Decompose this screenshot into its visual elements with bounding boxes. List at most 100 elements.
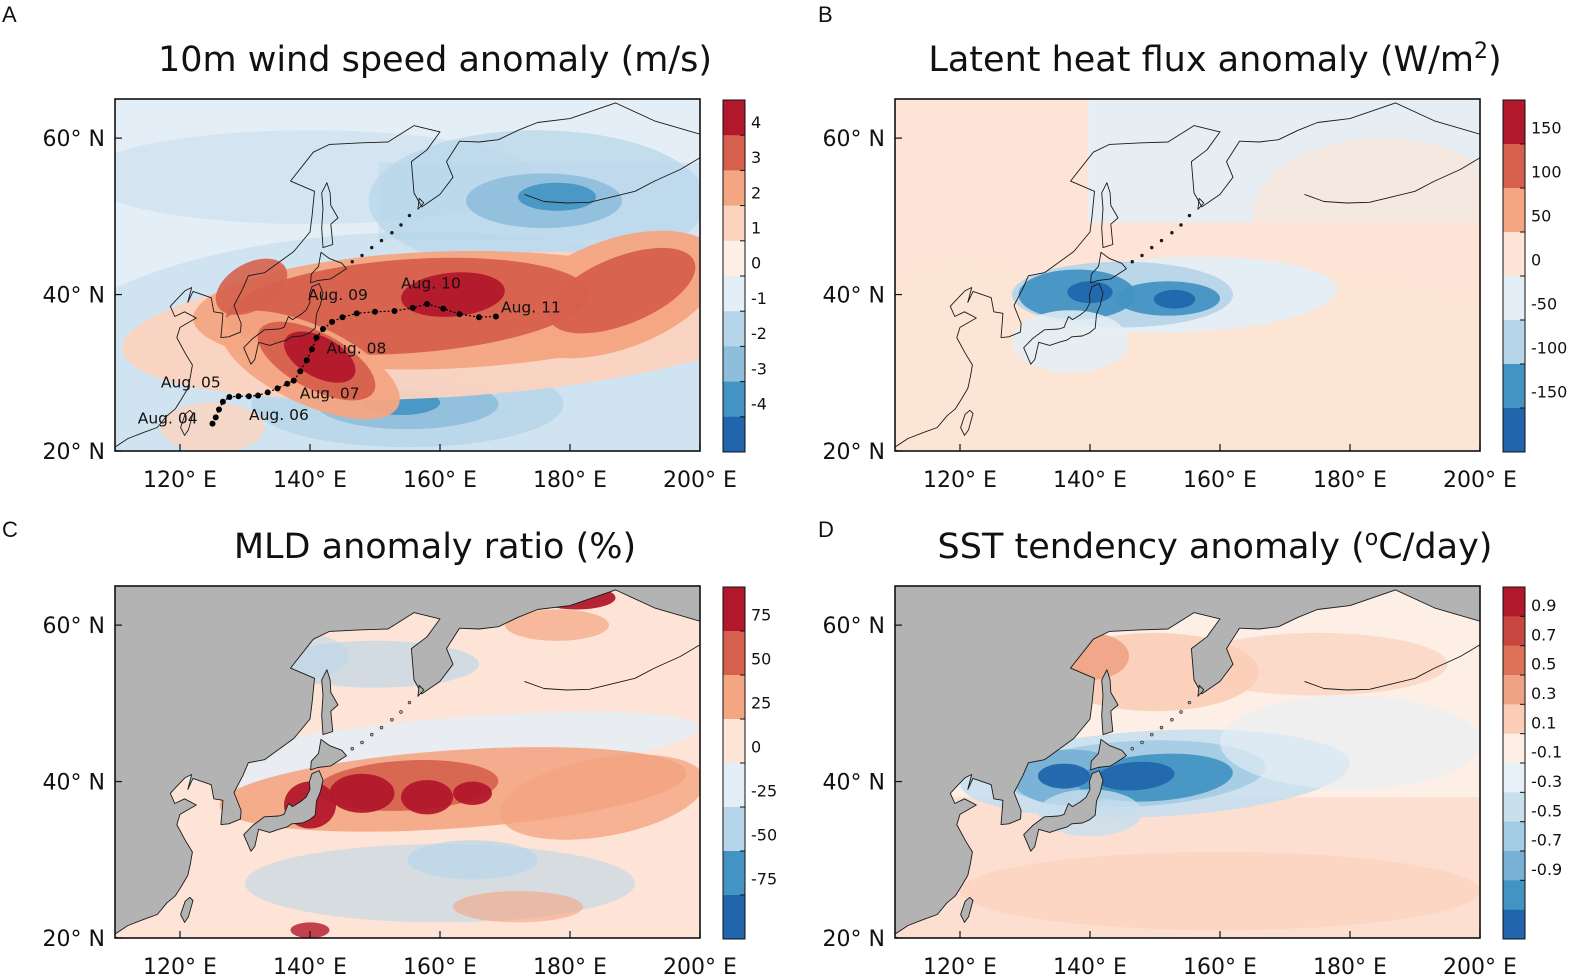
field-contour: [1187, 632, 1448, 696]
coastline-taiwan: [960, 896, 974, 923]
map-area: [115, 99, 700, 451]
coastline-kuril-island: [370, 245, 374, 250]
colorbar: 75 50 25 0 -25 -50 -75: [722, 586, 777, 940]
colorbar-tick-label: -1: [751, 289, 767, 308]
colorbar-tick-label: 100: [1531, 163, 1562, 182]
x-tick-label: 140° E: [1053, 955, 1127, 979]
colorbar-segment: [1503, 792, 1525, 823]
typhoon-track-point: [264, 389, 271, 396]
x-tick-label: 120° E: [923, 955, 997, 979]
panel-b: B Latent heat flux anomaly (W/m2) 120° E 14…: [818, 2, 1567, 493]
x-tick-label: 140° E: [273, 468, 347, 493]
coastline-sakhalin: [321, 182, 339, 249]
coastline-asia: [895, 99, 1480, 451]
y-tick-label: 20° N: [823, 440, 885, 465]
x-tick-label: 180° E: [533, 955, 607, 979]
typhoon-track-point: [476, 314, 482, 321]
map-area: [895, 99, 1480, 451]
colorbar-segment: [1503, 408, 1525, 453]
colorbar-segment: [1503, 276, 1525, 321]
x-tick-label: 200° E: [663, 468, 737, 493]
title-main: MLD anomaly ratio (%): [234, 527, 636, 567]
coastline-asia: [895, 586, 1480, 938]
typhoon-date-label: Aug. 06: [249, 406, 309, 424]
coastline-kuril-island: [1140, 740, 1144, 745]
coastline-hainan: [115, 449, 119, 451]
map-area: [115, 586, 700, 938]
map-frame: [114, 585, 701, 939]
colorbar-tick-label: -0.5: [1531, 801, 1562, 820]
field-contour: [407, 840, 538, 880]
coastline-asia: [115, 586, 700, 938]
coastline-hokkaido: [310, 738, 347, 771]
typhoon-track-point: [329, 318, 336, 325]
colorbar-segment: [1503, 909, 1525, 940]
y-tick-label: 40° N: [823, 771, 885, 796]
panel-letter: D: [818, 517, 834, 542]
typhoon-track-point: [456, 311, 463, 318]
typhoon-track-point: [372, 308, 378, 315]
y-tick-label: 40° N: [43, 771, 105, 796]
colorbar-segment: [723, 895, 745, 940]
typhoon-date-label: Aug. 04: [138, 409, 198, 427]
panel-a: A 10m wind speed anomaly (m/s) Aug. 04 Aug.…: [2, 2, 767, 493]
colorbar-segment: [1503, 821, 1525, 852]
colorbar-tick-label: 150: [1531, 119, 1562, 138]
typhoon-track-point: [313, 334, 320, 341]
typhoon-track-point: [297, 368, 304, 375]
field-contour: [1038, 763, 1090, 789]
typhoon-track-point: [320, 325, 326, 332]
colorbar-segment: [1503, 364, 1525, 409]
colorbar-segment: [1503, 675, 1525, 705]
field-contour: [960, 851, 1480, 931]
typhoon-date-label: Aug. 08: [327, 340, 387, 358]
panel-letter: A: [2, 2, 17, 27]
x-tick-label: 180° E: [1313, 468, 1387, 493]
colorbar-tick-label: 0: [1531, 251, 1541, 270]
panel-d: D SST tendency anomaly (oC/day) 120° E 140°…: [818, 517, 1562, 979]
coastline-aleutians: [1304, 157, 1480, 204]
coastline-taiwan: [180, 409, 194, 436]
colorbar-tick-label: 0: [751, 738, 761, 757]
colorbar-tick-label: 50: [751, 650, 771, 669]
coastline-kuril-island: [1159, 725, 1164, 730]
typhoon-track-point: [235, 393, 242, 400]
field-contour: [160, 402, 265, 451]
coastline-kuril-island: [1170, 718, 1174, 722]
colorbar-tick-label: 0.5: [1531, 655, 1556, 674]
colorbar-segment: [1503, 144, 1525, 189]
coastline-kuril-island: [379, 725, 384, 730]
typhoon-track-point: [353, 310, 360, 317]
title-superscript: o: [1365, 526, 1378, 551]
coastline-kuril-island: [1187, 213, 1192, 218]
colorbar-segment: [723, 346, 745, 383]
colorbar-tick-label: -25: [751, 782, 777, 801]
colorbar: 0.9 0.7 0.5 0.3 0.1 -0.1 -0.3 -0.5 -0.7 -0.9: [1502, 586, 1562, 940]
x-tick-label: 160° E: [403, 955, 477, 979]
coastline-japan: [243, 770, 324, 852]
colorbar-segment: [723, 100, 745, 136]
typhoon-track-point: [216, 406, 222, 413]
panel-letter: B: [818, 2, 833, 27]
coastline-kuril-island: [390, 231, 394, 235]
colorbar-tick-label: -50: [1531, 295, 1557, 314]
colorbar-tick-label: -0.7: [1531, 831, 1562, 850]
colorbar: 150 100 50 0 -50 -100 -150: [1502, 99, 1567, 453]
colorbar-segment: [723, 170, 745, 207]
colorbar-segment: [723, 205, 745, 242]
colorbar-tick-label: 0.9: [1531, 596, 1556, 615]
coastline-taiwan: [180, 896, 194, 923]
coastline-kamchatka-tip: [417, 197, 425, 210]
panel-title: 10m wind speed anomaly (m/s): [158, 40, 712, 80]
colorbar-segment: [1503, 704, 1525, 735]
colorbar-segment: [1503, 188, 1525, 233]
coastline-kuril-island: [1130, 747, 1134, 751]
typhoon-date-label: Aug. 05: [161, 374, 221, 392]
coastline-japan: [1023, 283, 1104, 365]
colorbar-tick-label: 50: [1531, 207, 1551, 226]
colorbar-tick-label: 0.3: [1531, 684, 1556, 703]
field-contour: [518, 182, 596, 211]
colorbar-tick-label: 0.1: [1531, 713, 1556, 732]
coastline-kamchatka-tip: [1197, 197, 1205, 210]
field-contour: [505, 609, 609, 641]
